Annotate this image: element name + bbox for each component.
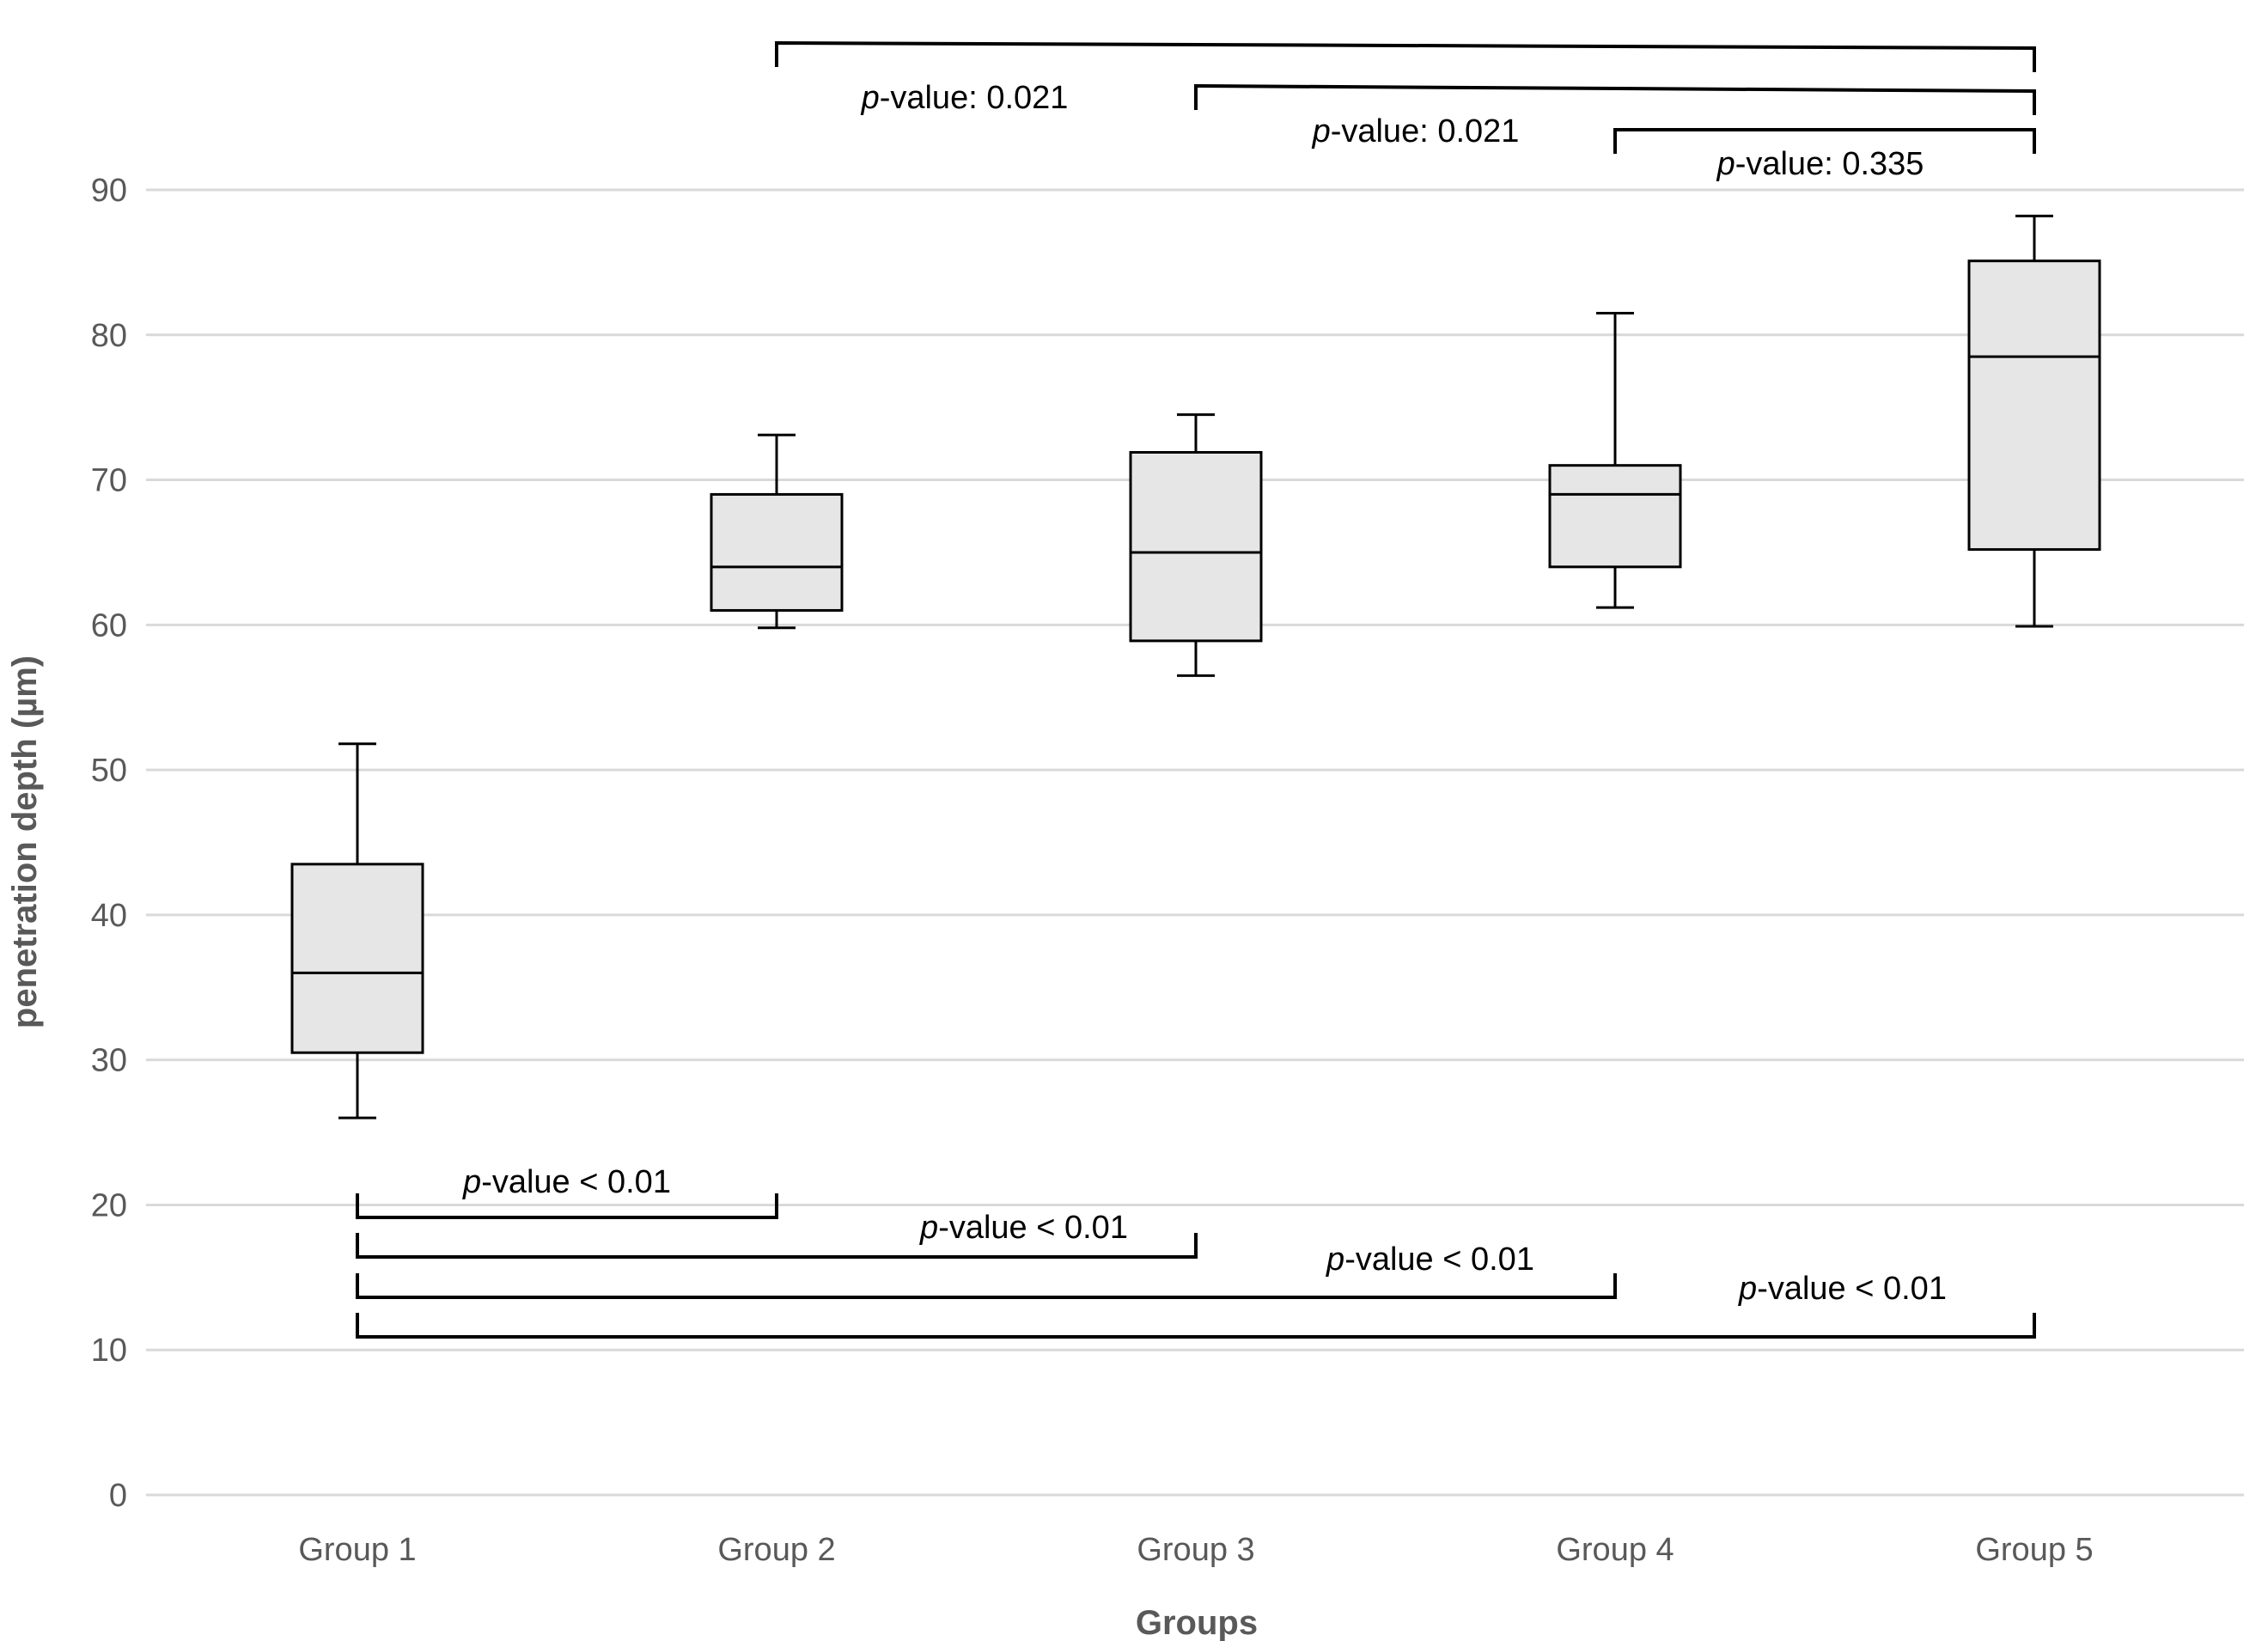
x-tick-label: Group 3 xyxy=(1137,1532,1254,1568)
y-tick-label: 90 xyxy=(91,173,127,209)
p-value-label: p-value: 0.021 xyxy=(1312,113,1520,149)
box-3 xyxy=(1129,413,1263,677)
box-1 xyxy=(290,742,424,1119)
p-value-text: -value: 0.021 xyxy=(880,80,1069,116)
comparison-Group2-vs-Group5: p-value: 0.021 xyxy=(775,40,2036,116)
y-tick-label: 30 xyxy=(91,1043,127,1079)
p-value-text: -value < 0.01 xyxy=(1344,1241,1534,1278)
p-value-text: -value: 0.335 xyxy=(1735,146,1924,182)
box-4 xyxy=(1548,311,1682,609)
bracket-line xyxy=(1613,128,2036,154)
y-tick-label: 20 xyxy=(91,1187,127,1223)
p-value-label: p-value: 0.021 xyxy=(861,80,1069,116)
p-value-label: p-value: 0.335 xyxy=(1716,146,1924,182)
box-2 xyxy=(710,433,844,630)
y-tick-label: 70 xyxy=(91,463,127,499)
comparison-Group1-vs-Group2: p-value < 0.01 xyxy=(356,1164,778,1219)
p-symbol: p xyxy=(1312,113,1331,149)
bracket-line xyxy=(1194,83,2036,115)
p-value-text: -value < 0.01 xyxy=(938,1210,1128,1246)
iqr-box xyxy=(290,863,424,1054)
p-value-text: -value: 0.021 xyxy=(1331,113,1520,149)
iqr-box xyxy=(1129,450,1263,643)
x-tick-label: Group 4 xyxy=(1556,1532,1674,1568)
p-symbol: p xyxy=(861,80,880,116)
p-value-text: -value < 0.01 xyxy=(1757,1271,1947,1307)
bracket-line xyxy=(356,1193,778,1219)
x-axis-tick-labels: Group 1 Group 2 Group 3 Group 4 Group 5 xyxy=(298,1532,2093,1568)
y-tick-label: 80 xyxy=(91,318,127,354)
p-value-label: p-value < 0.01 xyxy=(462,1164,671,1200)
comparison-Group3-vs-Group5: p-value: 0.021 xyxy=(1194,83,2036,149)
p-value-text: -value < 0.01 xyxy=(481,1164,671,1200)
p-symbol: p xyxy=(919,1210,938,1246)
x-tick-label: Group 1 xyxy=(298,1532,416,1568)
p-value-label: p-value < 0.01 xyxy=(1326,1241,1534,1278)
y-axis-tick-labels: 0 10 20 30 40 50 60 70 80 90 xyxy=(91,173,127,1514)
y-tick-label: 0 xyxy=(109,1478,127,1514)
iqr-box xyxy=(1967,259,2101,552)
y-tick-label: 50 xyxy=(91,753,127,789)
x-tick-label: Group 5 xyxy=(1975,1532,2093,1568)
box-5 xyxy=(1967,214,2101,628)
comparison-Group1-vs-Group4: p-value < 0.01 xyxy=(356,1241,1617,1299)
y-tick-label: 60 xyxy=(91,607,127,644)
p-symbol: p xyxy=(1738,1271,1757,1307)
p-value-label: p-value < 0.01 xyxy=(919,1210,1128,1246)
y-axis-title: penetration depth (µm) xyxy=(6,656,44,1028)
p-symbol: p xyxy=(1326,1241,1344,1278)
bracket-line xyxy=(356,1273,1617,1299)
p-symbol: p xyxy=(1716,146,1735,182)
comparison-Group1-vs-Group3: p-value < 0.01 xyxy=(356,1210,1198,1259)
comparison-Group1-vs-Group5: p-value < 0.01 xyxy=(356,1271,2036,1339)
bracket-line xyxy=(356,1233,1198,1259)
y-tick-label: 40 xyxy=(91,898,127,934)
x-axis-title: Groups xyxy=(1136,1604,1258,1641)
box-series xyxy=(290,214,2101,1119)
bracket-line xyxy=(356,1313,2036,1339)
y-tick-label: 10 xyxy=(91,1333,127,1369)
p-symbol: p xyxy=(462,1164,481,1200)
comparison-Group4-vs-Group5: p-value: 0.335 xyxy=(1613,128,2036,182)
p-value-label: p-value < 0.01 xyxy=(1738,1271,1947,1307)
x-tick-label: Group 2 xyxy=(717,1532,835,1568)
bracket-line xyxy=(775,40,2036,72)
gridlines xyxy=(146,188,2244,1497)
iqr-box xyxy=(1548,464,1682,569)
iqr-box xyxy=(710,492,844,612)
